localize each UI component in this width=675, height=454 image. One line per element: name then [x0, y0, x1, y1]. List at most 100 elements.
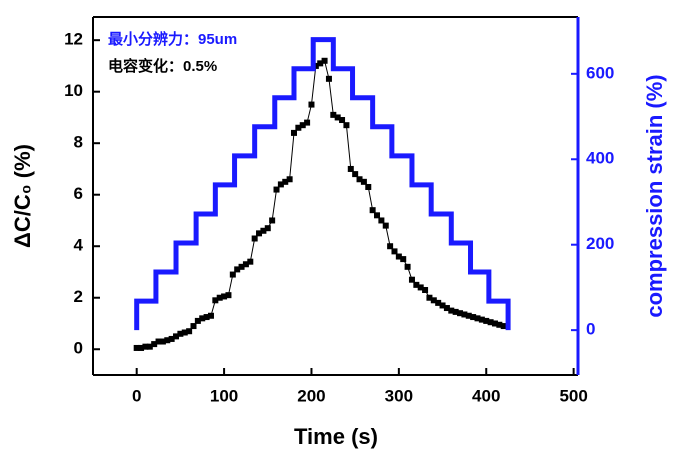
- data-point: [269, 217, 276, 224]
- data-point: [242, 261, 249, 268]
- data-point: [207, 312, 214, 319]
- data-point: [374, 212, 381, 219]
- data-point: [382, 222, 389, 229]
- data-point: [186, 328, 193, 335]
- data-point: [251, 235, 258, 242]
- annotation: 电容变化：0.5%: [108, 57, 217, 75]
- data-point: [435, 299, 442, 306]
- y-axis-label: ΔC/C₀ (%): [10, 144, 35, 248]
- data-point: [500, 323, 507, 330]
- data-point: [496, 321, 503, 328]
- data-point: [413, 281, 420, 288]
- y-tick-label: 8: [74, 133, 83, 152]
- data-point: [461, 311, 468, 318]
- data-point: [465, 312, 472, 319]
- data-point: [487, 319, 494, 326]
- data-point: [443, 305, 450, 312]
- data-point: [356, 176, 363, 183]
- x-tick-label: 100: [210, 386, 238, 405]
- x-axis-label: Time (s): [294, 424, 378, 449]
- data-point: [216, 294, 223, 301]
- data-point: [260, 227, 267, 234]
- data-point: [277, 181, 284, 188]
- data-point: [155, 338, 162, 345]
- data-point: [256, 230, 263, 237]
- data-point: [264, 225, 271, 232]
- data-point: [133, 344, 140, 351]
- data-point: [234, 266, 241, 273]
- x-tick-label: 0: [132, 386, 141, 405]
- data-point: [194, 317, 201, 324]
- y2-tick-label: 0: [586, 320, 595, 339]
- data-point: [273, 186, 280, 193]
- data-point: [190, 323, 197, 330]
- data-point: [483, 317, 490, 324]
- data-point: [181, 329, 188, 336]
- data-point: [347, 165, 354, 172]
- data-point: [422, 287, 429, 294]
- data-point: [282, 178, 289, 185]
- data-point: [426, 294, 433, 301]
- data-point: [400, 256, 407, 263]
- y2-tick-label: 200: [586, 234, 614, 253]
- data-point: [452, 308, 459, 315]
- y2-tick-label: 400: [586, 149, 614, 168]
- data-point: [308, 101, 315, 108]
- y2-tick-label: 600: [586, 63, 614, 82]
- data-point: [343, 122, 350, 129]
- x-tick-label: 400: [472, 386, 500, 405]
- y-tick-label: 2: [74, 287, 83, 306]
- data-point: [290, 129, 297, 136]
- data-point: [470, 314, 477, 321]
- data-point: [225, 292, 232, 299]
- data-point: [321, 57, 328, 64]
- data-point: [325, 75, 332, 82]
- data-point: [474, 315, 481, 322]
- y2-axis-label: compression strain (%): [642, 74, 667, 317]
- data-point: [146, 343, 153, 350]
- data-point: [387, 243, 394, 250]
- data-point: [378, 217, 385, 224]
- data-point: [360, 178, 367, 185]
- data-point: [365, 183, 372, 190]
- data-point: [352, 171, 359, 178]
- data-point: [330, 111, 337, 118]
- data-point: [286, 176, 293, 183]
- data-point: [177, 330, 184, 337]
- x-tick-label: 500: [559, 386, 587, 405]
- data-point: [404, 263, 411, 270]
- data-point: [334, 114, 341, 121]
- data-point: [229, 271, 236, 278]
- data-point: [304, 119, 311, 126]
- data-point: [448, 307, 455, 314]
- data-point: [138, 344, 145, 351]
- data-point: [457, 310, 464, 317]
- annotation: 最小分辨力：95um: [108, 30, 237, 48]
- data-point: [478, 316, 485, 323]
- series-line: [134, 37, 511, 331]
- y-tick-label: 6: [74, 184, 83, 203]
- data-point: [395, 253, 402, 260]
- y-tick-label: 4: [74, 236, 84, 255]
- data-point: [203, 314, 210, 321]
- y-tick-label: 0: [74, 339, 83, 358]
- x-tick-label: 300: [385, 386, 413, 405]
- y-tick-label: 12: [64, 30, 83, 49]
- data-point: [408, 276, 415, 283]
- data-point: [199, 315, 206, 322]
- data-point: [312, 62, 319, 69]
- data-point: [212, 297, 219, 304]
- data-point: [238, 263, 245, 270]
- x-tick-label: 200: [297, 386, 325, 405]
- data-point: [168, 335, 175, 342]
- data-point: [369, 207, 376, 214]
- y-tick-label: 10: [64, 81, 83, 100]
- data-point: [430, 297, 437, 304]
- data-point: [295, 124, 302, 131]
- data-point: [173, 333, 180, 340]
- data-point: [417, 284, 424, 291]
- data-point: [221, 293, 228, 300]
- data-point: [317, 60, 324, 67]
- data-point: [142, 343, 149, 350]
